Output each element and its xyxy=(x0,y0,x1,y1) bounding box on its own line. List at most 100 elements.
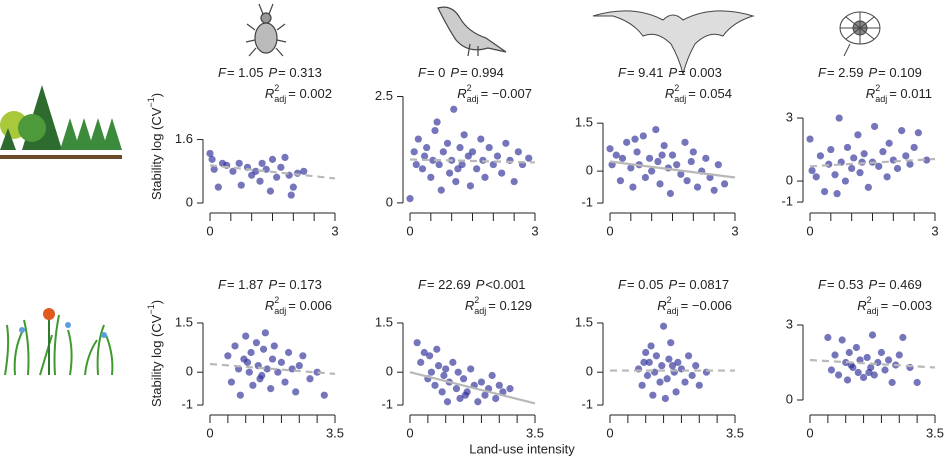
p-label: P xyxy=(268,65,277,80)
point xyxy=(281,153,289,162)
point xyxy=(477,135,485,143)
r-label: R xyxy=(465,298,474,313)
point xyxy=(454,368,462,376)
stats-f-p: F= 0 P= 0.994 xyxy=(418,65,504,80)
y-tick-label: 0 xyxy=(186,364,193,379)
point xyxy=(259,345,268,353)
x-tick-label: 0 xyxy=(206,425,213,440)
point xyxy=(885,139,893,147)
p-label: P xyxy=(476,277,485,292)
point xyxy=(663,375,671,383)
stats-f-p: F= 0.53 P= 0.469 xyxy=(818,277,922,292)
r-sub: adj xyxy=(274,94,286,104)
point xyxy=(510,178,518,186)
point xyxy=(229,167,237,175)
stats-r2: R2 adj = −0.006 xyxy=(657,295,732,316)
point xyxy=(720,180,729,188)
point xyxy=(417,358,425,366)
f-value: = 0 xyxy=(427,65,445,80)
point xyxy=(640,358,648,366)
point xyxy=(281,378,289,386)
point xyxy=(879,148,887,156)
point xyxy=(848,164,856,173)
r-sup: 2 xyxy=(467,83,472,93)
point xyxy=(870,371,878,379)
f-label: F xyxy=(418,277,427,292)
y-tick-label: -1 xyxy=(781,193,793,208)
point xyxy=(256,177,264,185)
point xyxy=(859,373,868,382)
point xyxy=(300,167,308,175)
x-tick-label: 0 xyxy=(606,223,613,238)
y-axis-label-end: ) xyxy=(149,93,164,97)
point xyxy=(224,352,232,360)
f-value: = 1.87 xyxy=(227,277,264,292)
point xyxy=(648,167,656,175)
x-tick-label: 3.5 xyxy=(326,425,344,440)
point xyxy=(877,348,886,357)
point xyxy=(454,165,462,173)
point xyxy=(702,154,710,162)
y-tick-label: -1 xyxy=(181,396,193,411)
point xyxy=(435,160,443,169)
r-label: R xyxy=(265,298,274,313)
point xyxy=(677,170,685,178)
point xyxy=(493,152,502,160)
p-label: P xyxy=(268,277,277,292)
stats-r2: R2 adj = 0.011 xyxy=(866,83,932,104)
point xyxy=(668,362,677,370)
point xyxy=(852,343,861,352)
y-tick-label: -1 xyxy=(381,396,393,411)
point xyxy=(845,348,853,357)
x-axis-label: Land-use intensity xyxy=(469,441,575,456)
point xyxy=(258,159,266,167)
point xyxy=(258,371,266,380)
point xyxy=(629,183,637,191)
stats-r2: R2 adj = 0.006 xyxy=(265,295,332,316)
point xyxy=(612,151,620,159)
point xyxy=(449,358,457,366)
point xyxy=(687,157,695,166)
point xyxy=(414,135,422,143)
point xyxy=(249,381,257,389)
y-axis-label-main: Stability log (CV xyxy=(149,107,164,200)
point xyxy=(299,352,307,360)
y-axis-label: Stability log (CV−1) xyxy=(146,93,164,200)
point xyxy=(268,155,277,163)
stats-r2: R2 adj = −0.003 xyxy=(857,295,932,316)
point xyxy=(913,378,921,387)
point xyxy=(652,352,661,360)
point xyxy=(674,358,682,366)
r-sup: 2 xyxy=(875,83,880,93)
point xyxy=(692,362,700,370)
stats-f-p: F= 0.05 P= 0.0817 xyxy=(618,277,729,292)
point xyxy=(236,391,244,399)
f-label: F xyxy=(218,277,227,292)
point xyxy=(473,165,481,173)
point xyxy=(812,173,820,181)
f-value: = 1.05 xyxy=(227,65,264,80)
point xyxy=(474,398,482,406)
point xyxy=(838,336,846,344)
point xyxy=(287,191,295,199)
point xyxy=(242,332,250,340)
point xyxy=(488,371,496,380)
point xyxy=(443,398,452,406)
point xyxy=(681,138,689,146)
point xyxy=(923,156,931,164)
p-value: = 0.109 xyxy=(878,65,922,80)
y-tick-label: 0 xyxy=(586,364,593,379)
p-label: P xyxy=(668,277,677,292)
point xyxy=(313,368,321,376)
stats-f-p: F= 9.41 P= 0.003 xyxy=(618,65,722,80)
point xyxy=(214,183,222,191)
r-sub: adj xyxy=(674,94,686,104)
point xyxy=(270,342,278,350)
point xyxy=(666,189,675,198)
point xyxy=(467,365,475,373)
x-tick-label: 3.5 xyxy=(526,425,544,440)
y-tick-label: 0 xyxy=(386,194,393,209)
p-label: P xyxy=(868,65,877,80)
point xyxy=(420,348,428,357)
point xyxy=(426,352,434,360)
